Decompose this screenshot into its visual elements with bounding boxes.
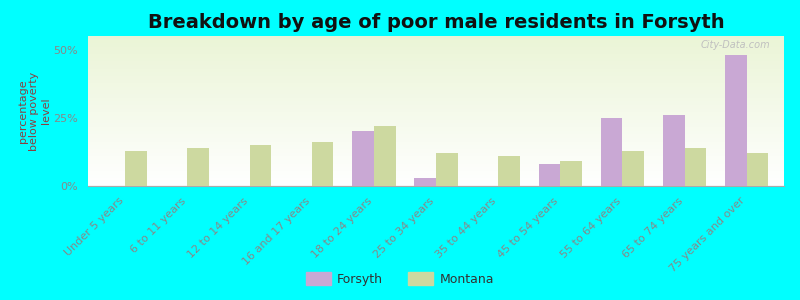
Bar (663, 115, 685, 186)
Bar (538, 164, 560, 186)
Bar (622, 151, 644, 186)
Bar (436, 153, 458, 186)
Title: Breakdown by age of poor male residents in Forsyth: Breakdown by age of poor male residents … (148, 13, 724, 32)
Bar (374, 126, 396, 186)
Bar (414, 178, 436, 186)
Bar (746, 153, 769, 186)
Bar (352, 131, 374, 186)
Bar (250, 145, 271, 186)
Bar (725, 55, 746, 186)
Bar (601, 118, 622, 186)
Bar (560, 161, 582, 186)
Bar (685, 148, 706, 186)
Text: City-Data.com: City-Data.com (701, 40, 770, 50)
Bar (312, 142, 334, 186)
Legend: Forsyth, Montana: Forsyth, Montana (301, 267, 499, 291)
Y-axis label: percentage
below poverty
level: percentage below poverty level (18, 71, 50, 151)
Bar (187, 148, 209, 186)
Bar (498, 156, 520, 186)
Bar (126, 151, 147, 186)
